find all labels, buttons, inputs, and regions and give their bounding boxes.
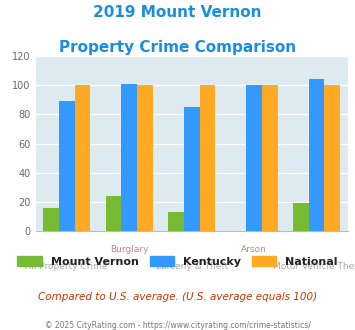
Bar (106, 196, 121, 231)
Text: Burglary: Burglary (110, 245, 148, 254)
Bar (262, 85, 278, 231)
Text: All Property Crime: All Property Crime (26, 262, 108, 272)
Bar (121, 84, 137, 231)
Bar (324, 85, 340, 231)
Bar (168, 212, 184, 231)
Legend: Mount Vernon, Kentucky, National: Mount Vernon, Kentucky, National (17, 255, 338, 267)
Bar (246, 85, 262, 231)
Text: Motor Vehicle Theft: Motor Vehicle Theft (273, 262, 355, 272)
Text: Compared to U.S. average. (U.S. average equals 100): Compared to U.S. average. (U.S. average … (38, 292, 317, 302)
Bar (200, 85, 215, 231)
Bar (137, 85, 153, 231)
Bar (309, 80, 324, 231)
Bar (43, 208, 59, 231)
Text: Larceny & Theft: Larceny & Theft (155, 262, 228, 272)
Bar (75, 85, 90, 231)
Text: 2019 Mount Vernon: 2019 Mount Vernon (93, 5, 262, 20)
Text: © 2025 CityRating.com - https://www.cityrating.com/crime-statistics/: © 2025 CityRating.com - https://www.city… (45, 321, 310, 330)
Bar (184, 107, 200, 231)
Bar (59, 101, 75, 231)
Text: Property Crime Comparison: Property Crime Comparison (59, 40, 296, 55)
Bar (293, 203, 309, 231)
Text: Arson: Arson (241, 245, 267, 254)
